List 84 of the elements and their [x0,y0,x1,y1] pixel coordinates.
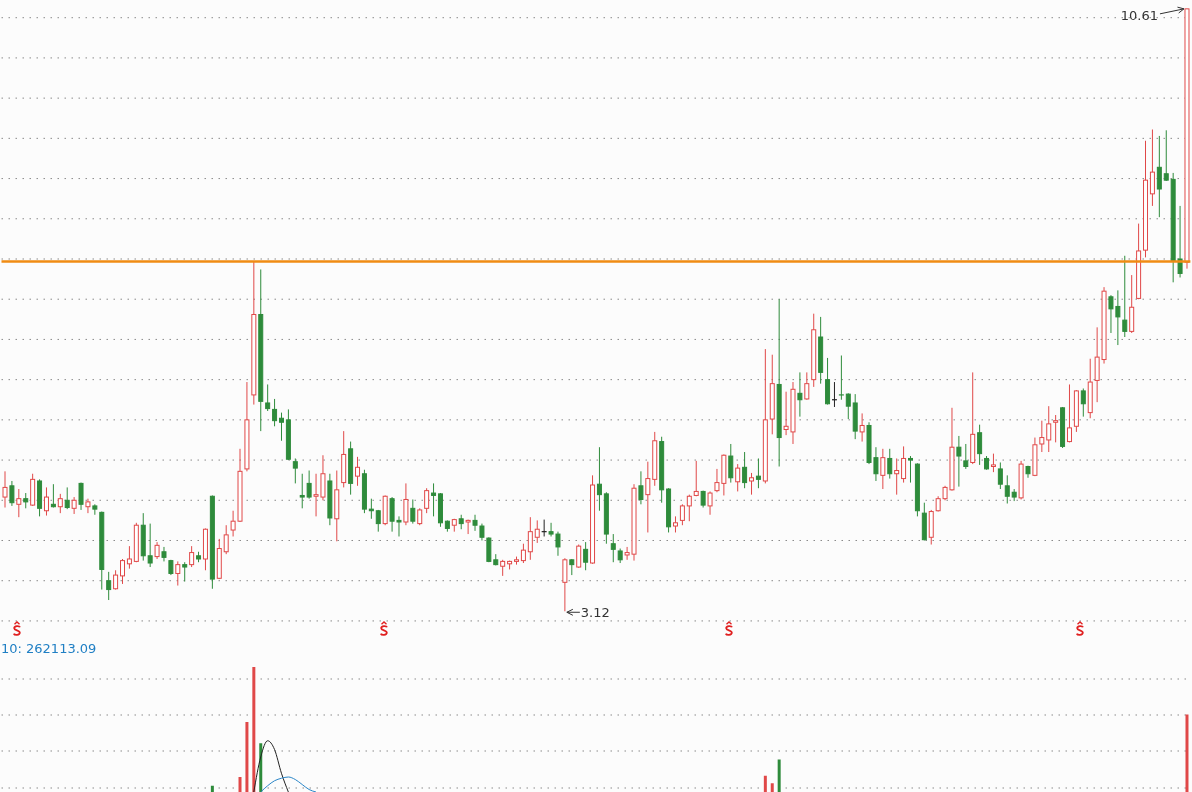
bar [252,667,256,792]
candlestick [1053,414,1059,443]
candlestick [71,496,77,515]
candlestick [838,355,845,401]
bar [210,785,214,792]
candlestick [57,493,63,514]
candlestick [292,457,298,484]
candlestick [1080,387,1086,418]
candlestick [113,569,119,591]
candlestick [424,487,430,514]
candlestick [1004,474,1010,504]
candlestick [908,455,913,484]
candlestick [520,543,526,564]
candlestick [78,482,84,511]
candlestick [1122,255,1128,338]
candlestick [901,445,907,484]
candlestick [707,490,713,516]
candlestick [880,448,886,490]
text: 10: 262113.09 [1,641,97,657]
candlestick [465,519,471,535]
candlestick [804,371,810,401]
candlestick [120,558,126,585]
candlestick [223,524,229,555]
candlestick [977,424,983,466]
candlestick [894,457,900,496]
candlestick [1066,383,1072,443]
candlestick [997,461,1003,490]
candlestick [728,443,734,484]
candlestick [610,533,616,563]
candlestick [1046,405,1052,453]
candlestick [963,443,969,470]
candlestick [265,383,271,412]
candlestick [50,483,56,509]
annotation: 3.12 [580,604,610,620]
candlestick [749,472,755,496]
bar [245,722,249,792]
candlestick [182,561,188,583]
candlestick [16,488,22,518]
candlestick [43,486,49,517]
candlestick [189,545,195,568]
candlestick [403,482,409,526]
candlestick [410,498,416,525]
candlestick [755,457,761,489]
bar [1185,714,1189,792]
bar [770,783,774,792]
candlestick [527,516,533,561]
candlestick [956,435,962,488]
candlestick [693,460,699,497]
candlestick [1156,135,1162,218]
candlestick [845,392,851,420]
candlestick [431,482,437,517]
candlestick [147,523,153,568]
candlestick [9,480,15,507]
candlestick [175,560,181,587]
annotation: 10.61 [1120,8,1158,24]
candlestick [887,448,893,480]
candlestick [64,486,70,510]
candlestick [92,503,98,516]
candlestick [638,470,644,505]
candlestick [1149,129,1155,207]
candlestick [859,412,865,443]
bar [238,777,242,792]
candlestick [583,541,589,571]
candlestick [368,498,374,520]
candlestick [990,453,996,473]
candlestick [1163,129,1169,182]
bar [763,775,767,792]
candlestick [686,494,692,522]
candlestick [562,557,568,612]
candlestick [645,461,651,533]
candlestick [106,571,112,601]
candlestick [272,398,278,427]
candlestick [534,519,540,544]
candlestick [126,545,132,570]
candlestick [735,463,741,492]
candlestick [355,456,361,487]
bar [777,759,781,792]
candlestick [596,446,602,512]
candlestick [161,546,167,562]
candlestick [85,498,91,514]
candlestick [797,371,803,418]
candlestick [679,503,685,526]
candlestick [278,412,284,442]
candlestick [742,451,748,489]
